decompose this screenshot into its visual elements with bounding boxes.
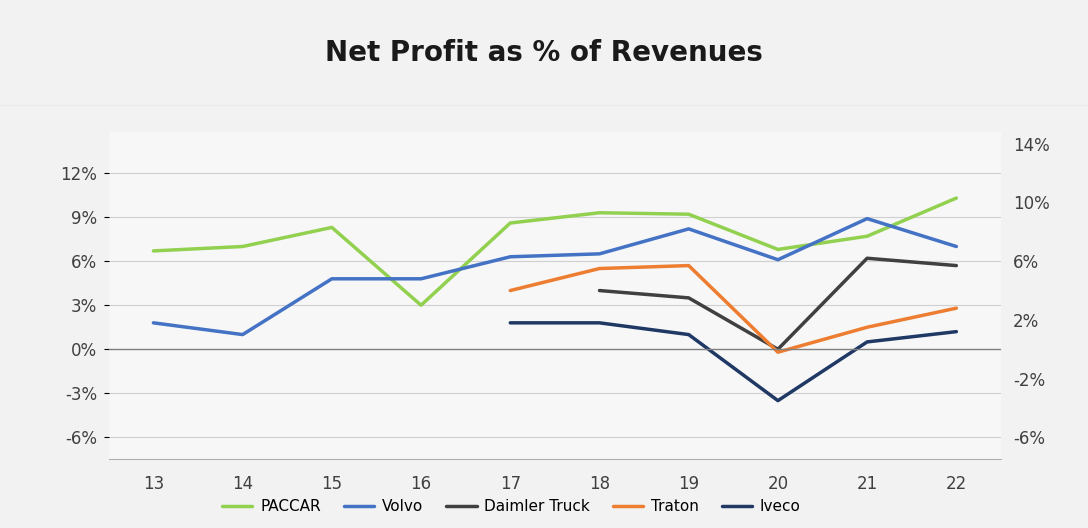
PACCAR [771,246,784,252]
Line: PACCAR: PACCAR [153,198,956,305]
Line: Daimler Truck: Daimler Truck [599,258,956,349]
Iveco [771,398,784,404]
Iveco [682,332,695,338]
PACCAR [415,302,428,308]
PACCAR [325,224,338,231]
PACCAR [504,220,517,226]
Line: Volvo: Volvo [153,219,956,335]
Volvo [415,276,428,282]
Volvo [861,215,874,222]
Iveco [504,319,517,326]
Legend: PACCAR, Volvo, Daimler Truck, Traton, Iveco: PACCAR, Volvo, Daimler Truck, Traton, Iv… [215,493,807,521]
Daimler Truck [861,255,874,261]
Iveco [593,319,606,326]
Volvo [236,332,249,338]
Traton [950,305,963,312]
Daimler Truck [593,287,606,294]
PACCAR [147,248,160,254]
PACCAR [236,243,249,250]
Volvo [771,257,784,263]
Iveco [861,339,874,345]
Traton [861,324,874,331]
Traton [504,287,517,294]
PACCAR [950,195,963,201]
Volvo [325,276,338,282]
Daimler Truck [950,262,963,269]
Volvo [147,319,160,326]
Daimler Truck [682,295,695,301]
Volvo [504,253,517,260]
Iveco [950,328,963,335]
Daimler Truck [771,346,784,352]
PACCAR [593,210,606,216]
Line: Traton: Traton [510,266,956,352]
Traton [771,349,784,355]
PACCAR [861,233,874,239]
Traton [682,262,695,269]
PACCAR [682,211,695,218]
Traton [593,266,606,272]
Volvo [593,251,606,257]
Line: Iveco: Iveco [510,323,956,401]
Volvo [950,243,963,250]
Volvo [682,225,695,232]
Text: Net Profit as % of Revenues: Net Profit as % of Revenues [325,39,763,67]
